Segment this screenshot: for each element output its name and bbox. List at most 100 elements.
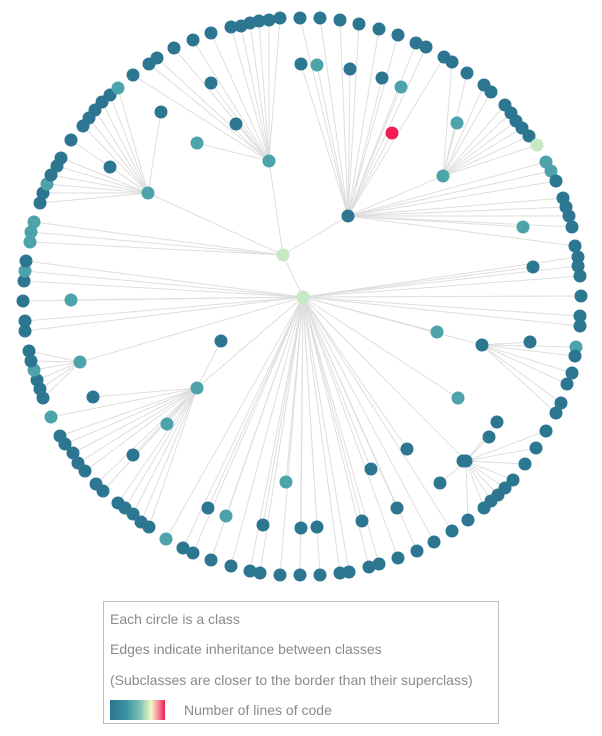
class-node[interactable] — [44, 410, 58, 424]
class-node[interactable] — [445, 55, 459, 69]
class-node[interactable] — [64, 293, 78, 307]
class-node[interactable] — [256, 518, 270, 532]
class-node[interactable] — [214, 334, 228, 348]
class-node[interactable] — [262, 154, 276, 168]
class-node[interactable] — [460, 66, 474, 80]
class-node[interactable] — [243, 564, 257, 578]
class-node[interactable] — [574, 289, 588, 303]
class-node[interactable] — [17, 274, 31, 288]
class-node[interactable] — [490, 415, 504, 429]
class-node[interactable] — [573, 319, 587, 333]
class-node[interactable] — [219, 509, 233, 523]
class-node[interactable] — [526, 260, 540, 274]
class-node[interactable] — [355, 514, 369, 528]
class-node[interactable] — [400, 442, 414, 456]
class-node[interactable] — [484, 85, 498, 99]
class-node[interactable] — [126, 68, 140, 82]
class-node[interactable] — [459, 454, 473, 468]
class-node[interactable] — [518, 457, 532, 471]
class-node[interactable] — [450, 116, 464, 130]
class-node[interactable] — [573, 309, 587, 323]
class-node[interactable] — [134, 515, 148, 529]
class-node[interactable] — [549, 174, 563, 188]
class-node[interactable] — [549, 406, 563, 420]
class-node[interactable] — [529, 441, 543, 455]
class-node[interactable] — [71, 456, 85, 470]
root-class-node[interactable] — [296, 290, 310, 304]
class-node[interactable] — [22, 344, 36, 358]
class-node[interactable] — [18, 264, 32, 278]
class-node[interactable] — [565, 220, 579, 234]
class-node[interactable] — [477, 501, 491, 515]
class-node[interactable] — [279, 475, 293, 489]
class-node[interactable] — [18, 324, 32, 338]
class-node[interactable] — [565, 366, 579, 380]
class-node[interactable] — [73, 355, 87, 369]
class-node[interactable] — [391, 28, 405, 42]
class-node[interactable] — [103, 160, 117, 174]
class-node[interactable] — [544, 164, 558, 178]
class-node[interactable] — [53, 429, 67, 443]
class-node[interactable] — [436, 169, 450, 183]
class-node[interactable] — [562, 209, 576, 223]
class-node[interactable] — [445, 524, 459, 538]
class-node[interactable] — [276, 248, 290, 262]
class-node[interactable] — [433, 476, 447, 490]
class-node[interactable] — [273, 11, 287, 25]
class-node[interactable] — [385, 126, 399, 140]
class-node[interactable] — [126, 448, 140, 462]
class-node[interactable] — [253, 566, 267, 580]
class-node[interactable] — [294, 57, 308, 71]
class-node[interactable] — [141, 186, 155, 200]
class-node[interactable] — [571, 259, 585, 273]
class-node[interactable] — [375, 71, 389, 85]
class-node[interactable] — [16, 294, 30, 308]
class-node[interactable] — [427, 535, 441, 549]
class-node[interactable] — [89, 477, 103, 491]
class-node[interactable] — [111, 81, 125, 95]
class-node[interactable] — [523, 335, 537, 349]
class-node[interactable] — [30, 373, 44, 387]
class-node[interactable] — [159, 532, 173, 546]
class-node[interactable] — [229, 117, 243, 131]
class-node[interactable] — [186, 546, 200, 560]
class-node[interactable] — [204, 26, 218, 40]
class-node[interactable] — [224, 20, 238, 34]
class-node[interactable] — [160, 417, 174, 431]
class-node[interactable] — [176, 541, 190, 555]
class-node[interactable] — [573, 269, 587, 283]
class-node[interactable] — [313, 11, 327, 25]
class-node[interactable] — [86, 390, 100, 404]
class-node[interactable] — [186, 33, 200, 47]
class-node[interactable] — [293, 11, 307, 25]
class-node[interactable] — [522, 129, 536, 143]
class-node[interactable] — [571, 250, 585, 264]
class-node[interactable] — [341, 209, 355, 223]
class-node[interactable] — [390, 501, 404, 515]
class-node[interactable] — [310, 520, 324, 534]
class-node[interactable] — [482, 430, 496, 444]
class-node[interactable] — [234, 19, 248, 33]
class-node[interactable] — [410, 544, 424, 558]
class-node[interactable] — [204, 76, 218, 90]
class-node[interactable] — [224, 559, 238, 573]
class-node[interactable] — [394, 80, 408, 94]
class-node[interactable] — [409, 36, 423, 50]
class-node[interactable] — [333, 566, 347, 580]
class-node[interactable] — [372, 557, 386, 571]
class-node[interactable] — [560, 377, 574, 391]
class-node[interactable] — [539, 424, 553, 438]
class-node[interactable] — [273, 568, 287, 582]
class-node[interactable] — [262, 13, 276, 27]
class-node[interactable] — [190, 136, 204, 150]
class-node[interactable] — [506, 473, 520, 487]
class-node[interactable] — [310, 58, 324, 72]
class-node[interactable] — [352, 17, 366, 31]
class-node[interactable] — [554, 396, 568, 410]
class-node[interactable] — [201, 501, 215, 515]
class-node[interactable] — [568, 349, 582, 363]
class-node[interactable] — [362, 560, 376, 574]
class-node[interactable] — [430, 325, 444, 339]
class-node[interactable] — [391, 551, 405, 565]
class-node[interactable] — [372, 22, 386, 36]
